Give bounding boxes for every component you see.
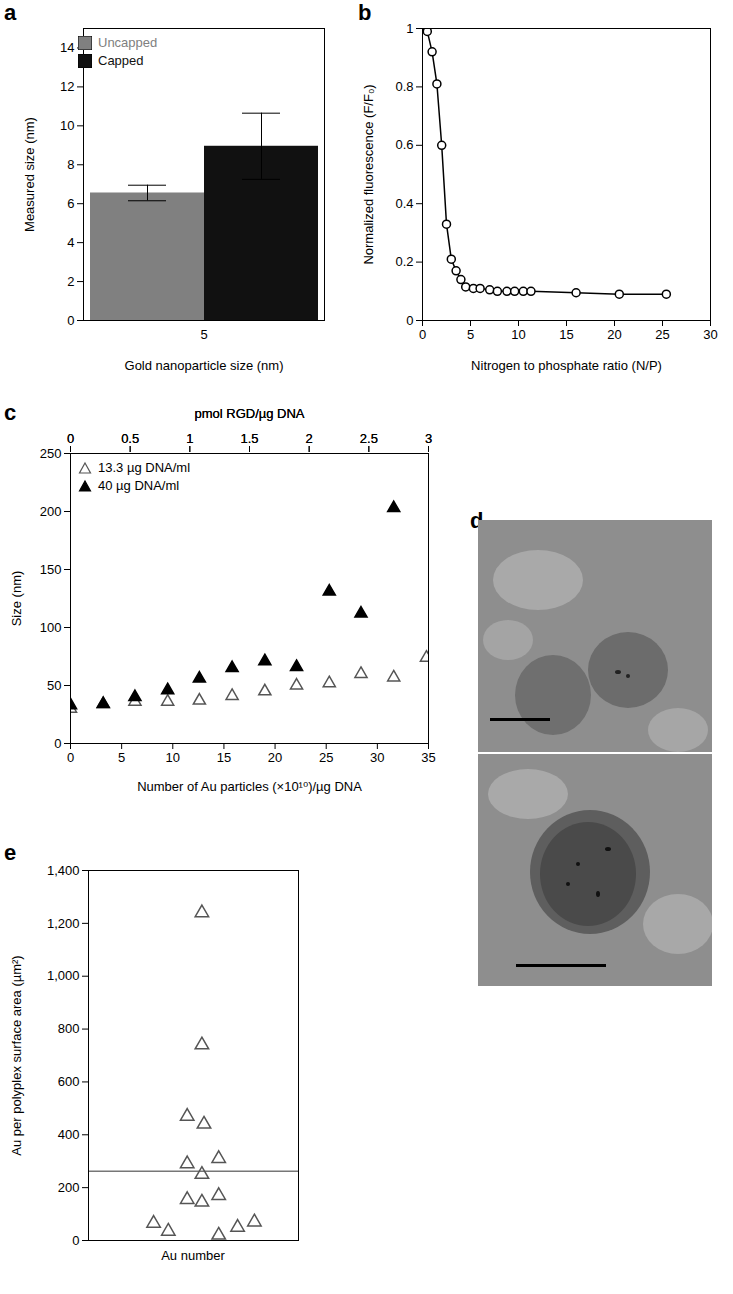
svg-text:25: 25: [319, 750, 333, 765]
svg-text:Au per polyplex surface area (: Au per polyplex surface area (µm²): [9, 955, 24, 1155]
svg-text:2: 2: [306, 431, 313, 446]
svg-text:400: 400: [58, 1127, 80, 1142]
svg-text:1,400: 1,400: [47, 863, 80, 878]
html-text:d: d: [470, 508, 484, 533]
svg-text:5: 5: [118, 750, 125, 765]
svg-text:5: 5: [467, 327, 474, 342]
svg-text:200: 200: [40, 504, 62, 519]
svg-text:8: 8: [67, 157, 74, 172]
svg-text:0: 0: [406, 313, 413, 328]
svg-text:10: 10: [166, 750, 180, 765]
svg-text:0: 0: [419, 327, 426, 342]
html-text:Capped: Capped: [98, 53, 144, 68]
html-text:e: e: [4, 840, 17, 865]
svg-text:12: 12: [60, 79, 74, 94]
svg-text:2.5: 2.5: [360, 431, 378, 446]
html-text:Uncapped: Uncapped: [98, 35, 158, 50]
html-text:Au number: Au number: [161, 1248, 225, 1263]
svg-text:0: 0: [54, 736, 61, 751]
svg-text:Number of Au particles (×10¹⁰): Number of Au particles (×10¹⁰)/µg DNA: [137, 779, 362, 794]
svg-text:50: 50: [47, 678, 61, 693]
svg-text:30: 30: [370, 750, 384, 765]
svg-text:1.5: 1.5: [240, 431, 258, 446]
svg-text:0: 0: [67, 313, 74, 328]
svg-text:2.5: 2.5: [360, 431, 378, 446]
svg-text:20: 20: [607, 327, 621, 342]
svg-text:0.6: 0.6: [395, 137, 413, 152]
svg-text:0.2: 0.2: [395, 254, 413, 269]
svg-text:200: 200: [58, 1180, 80, 1195]
svg-text:800: 800: [58, 1021, 80, 1036]
svg-text:Gold nanoparticle size (nm): Gold nanoparticle size (nm): [125, 358, 284, 373]
svg-text:Measured size (nm): Measured size (nm): [22, 117, 37, 232]
svg-text:15: 15: [217, 750, 231, 765]
svg-text:pmol RGD/µg DNA: pmol RGD/µg DNA: [194, 406, 304, 421]
svg-text:15: 15: [559, 327, 573, 342]
svg-text:0.4: 0.4: [395, 196, 413, 211]
svg-text:150: 150: [40, 562, 62, 577]
svg-text:1,200: 1,200: [47, 916, 80, 931]
svg-text:600: 600: [58, 1074, 80, 1089]
svg-text:0: 0: [67, 431, 74, 446]
svg-text:0: 0: [67, 750, 74, 765]
svg-text:0.5: 0.5: [121, 431, 139, 446]
svg-text:1.5: 1.5: [240, 431, 258, 446]
svg-text:1: 1: [186, 431, 193, 446]
svg-text:Size (nm): Size (nm): [9, 571, 24, 627]
svg-text:1,000: 1,000: [47, 968, 80, 983]
svg-text:35: 35: [421, 750, 435, 765]
svg-text:25: 25: [655, 327, 669, 342]
svg-text:0: 0: [67, 431, 74, 446]
svg-text:1: 1: [406, 21, 413, 36]
svg-text:1: 1: [186, 431, 193, 446]
svg-text:pmol RGD/µg DNA: pmol RGD/µg DNA: [194, 406, 304, 421]
svg-text:0.8: 0.8: [395, 79, 413, 94]
html-text:b: b: [358, 0, 372, 25]
svg-text:6: 6: [67, 196, 74, 211]
svg-text:2: 2: [67, 274, 74, 289]
svg-text:100: 100: [40, 620, 62, 635]
svg-text:4: 4: [67, 235, 74, 250]
svg-text:0: 0: [72, 1233, 79, 1248]
svg-text:14: 14: [60, 40, 74, 55]
svg-text:Normalized fluorescence (F/F₀): Normalized fluorescence (F/F₀): [361, 84, 376, 264]
html-text:c: c: [4, 400, 17, 425]
svg-text:2: 2: [306, 431, 313, 446]
svg-text:20: 20: [268, 750, 282, 765]
svg-text:30: 30: [703, 327, 717, 342]
svg-text:3: 3: [425, 431, 432, 446]
html-text:a: a: [4, 0, 17, 25]
svg-text:0.5: 0.5: [121, 431, 139, 446]
svg-text:3: 3: [425, 431, 432, 446]
svg-text:250: 250: [40, 446, 62, 461]
svg-text:Nitrogen to phosphate ratio (N: Nitrogen to phosphate ratio (N/P): [471, 358, 662, 373]
svg-text:5: 5: [200, 327, 207, 342]
html-text:40 µg DNA/ml: 40 µg DNA/ml: [98, 478, 180, 493]
svg-text:10: 10: [511, 327, 525, 342]
html-text:13.3 µg DNA/ml: 13.3 µg DNA/ml: [98, 460, 190, 475]
svg-text:10: 10: [60, 118, 74, 133]
